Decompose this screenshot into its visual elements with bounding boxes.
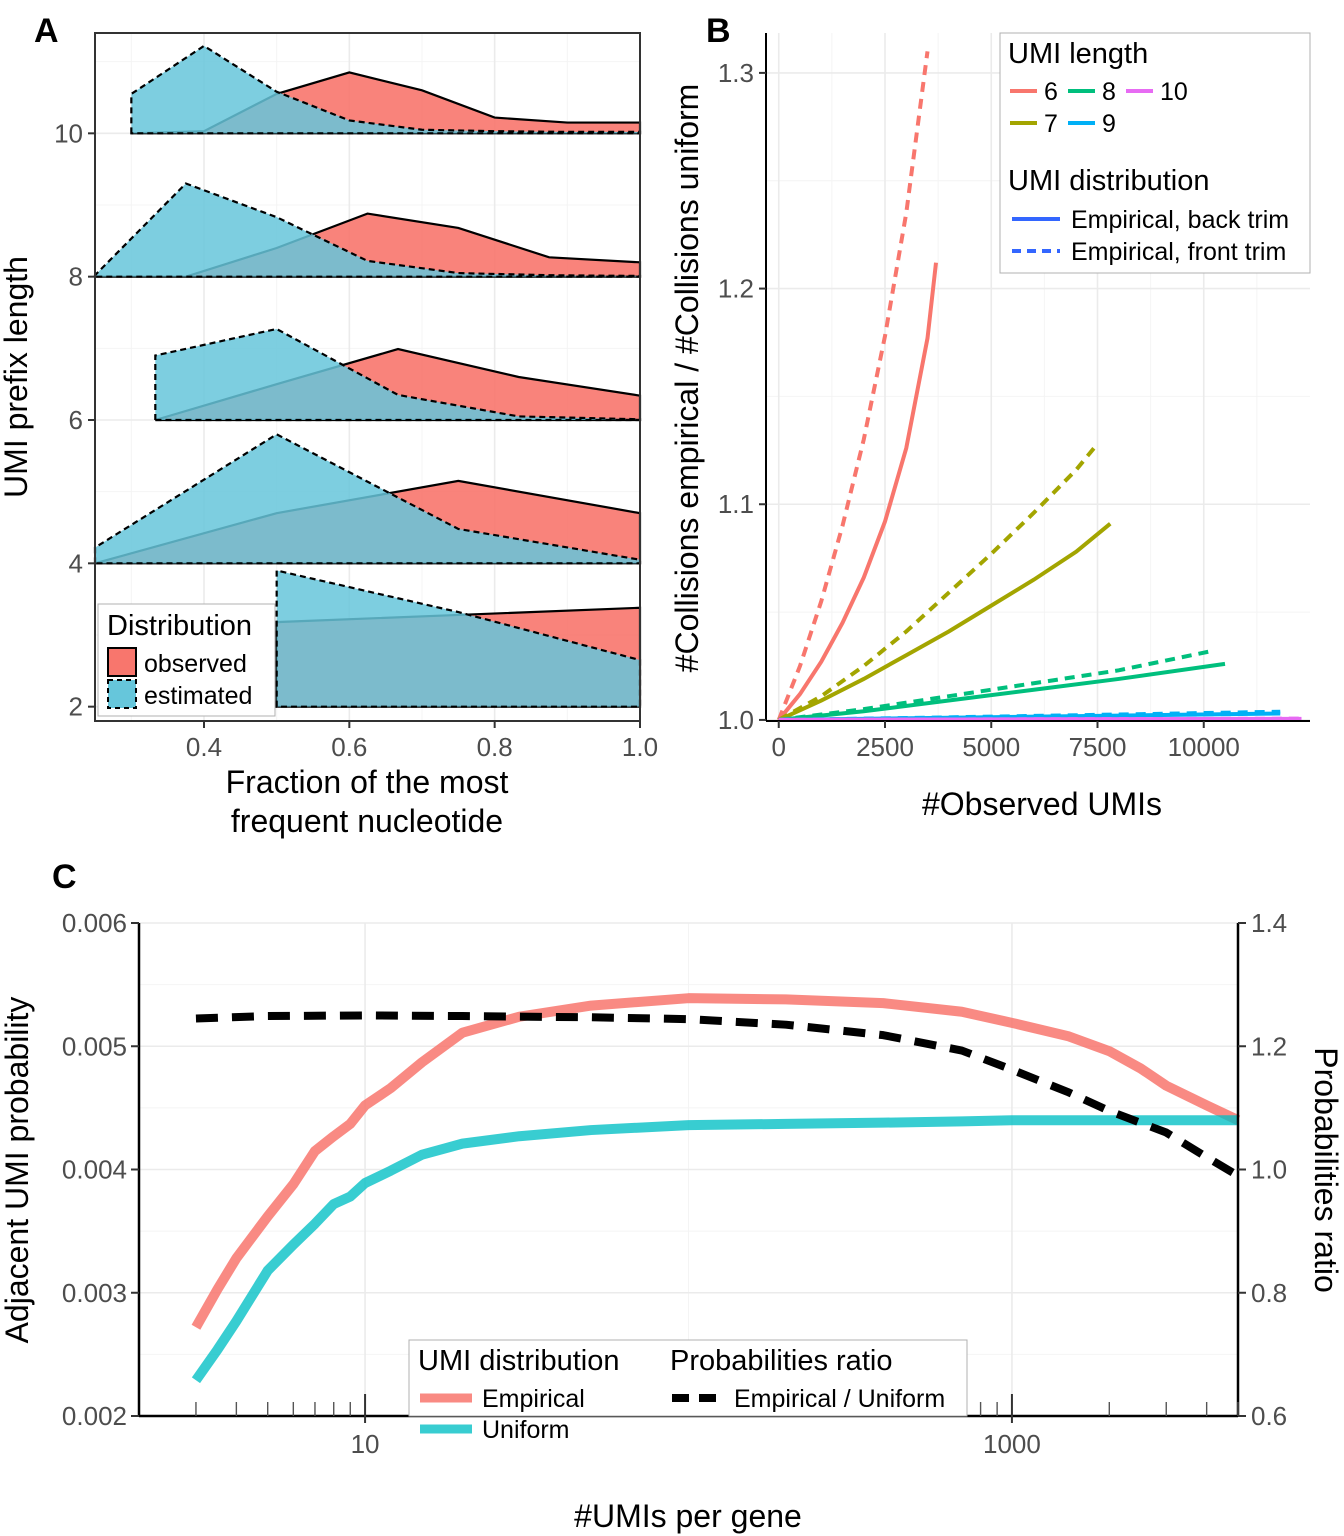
c-ytick-label: 0.005 <box>62 1031 127 1061</box>
legend-label-len9: 9 <box>1102 110 1116 138</box>
panel-a-ylabel: UMI prefix length <box>0 256 34 498</box>
panel-a: A 0.4 0.6 0.8 1.0 2 4 6 8 10 Fraction of the mos… <box>0 12 658 839</box>
panel-c-legend-box <box>408 1339 968 1417</box>
b-ytick-label: 1.3 <box>718 58 754 88</box>
panel-a-xlabel-line2: frequent nucleotide <box>231 803 503 839</box>
panel-c-legend-distribution-title: UMI distribution <box>418 1345 619 1377</box>
legend-label-len10: 10 <box>1160 78 1188 106</box>
b-ytick-label: 1.1 <box>718 489 754 519</box>
panel-b-legend-length-title: UMI length <box>1008 38 1148 70</box>
a-ytick-label: 10 <box>54 118 83 148</box>
b-ytick-label: 1.0 <box>718 705 754 735</box>
panel-c-legend: UMI distribution Empirical Uniform Proba… <box>408 1339 968 1444</box>
legend-label-observed: observed <box>144 650 247 678</box>
panel-c-ylabel: Adjacent UMI probability <box>0 997 35 1344</box>
legend-label-front-trim: Empirical, front trim <box>1071 238 1286 266</box>
a-ytick-label: 6 <box>69 405 83 435</box>
c-y2tick-label: 1.2 <box>1251 1031 1287 1061</box>
series-len7-back <box>777 522 1112 722</box>
series-len10-front <box>778 716 1302 722</box>
panel-a-border <box>94 32 641 722</box>
series-empirical-uniform <box>195 1011 1241 1180</box>
legend-label-back-trim: Empirical, back trim <box>1071 206 1289 234</box>
b-xtick-label: 2500 <box>856 732 914 762</box>
legend-key-estimated <box>107 679 137 709</box>
b-xtick-label: 10000 <box>1168 732 1240 762</box>
panel-a-xlabel-line1: Fraction of the most <box>226 764 509 800</box>
c-ytick-label: 0.004 <box>62 1155 127 1185</box>
panel-a-legend-title: Distribution <box>107 610 252 642</box>
c-xtick-label: 10 <box>351 1429 380 1459</box>
panel-b-legend-box <box>999 32 1311 274</box>
b-xtick-label: 0 <box>772 732 786 762</box>
panel-b-legend: UMI length 6 8 10 7 9 UMI distribution E… <box>999 32 1311 274</box>
b-ytick-label: 1.2 <box>718 274 754 304</box>
b-xtick-label: 7500 <box>1069 732 1127 762</box>
c-y2tick-label: 0.8 <box>1251 1278 1287 1308</box>
a-xtick-label: 1.0 <box>622 732 658 762</box>
legend-label-len7: 7 <box>1044 110 1058 138</box>
legend-label-estimated: estimated <box>144 682 252 710</box>
panel-c-y2label: Probabilities ratio <box>1308 1047 1344 1292</box>
series-len6-front <box>776 51 930 721</box>
c-y2tick-label: 0.6 <box>1251 1401 1287 1431</box>
c-ytick-label: 0.002 <box>62 1401 127 1431</box>
series-len6-back <box>777 262 938 722</box>
a-ytick-label: 8 <box>69 262 83 292</box>
legend-label-ratio: Empirical / Uniform <box>734 1385 945 1413</box>
panel-c-letter: C <box>52 858 77 896</box>
series-empirical <box>191 993 1241 1330</box>
legend-label-len6: 6 <box>1044 78 1058 106</box>
c-y2tick-label: 1.4 <box>1251 908 1287 938</box>
series-len8-front <box>778 648 1213 722</box>
panel-b: B 0 2500 5000 7500 10000 1.0 1.1 1.2 1.3 #Observ… <box>669 12 1311 822</box>
series-len7-front <box>777 442 1100 722</box>
legend-label-empirical: Empirical <box>482 1385 585 1413</box>
panel-c: C 10 1000 0.002 0.003 0.004 0.005 0.006 0.6 0.8 1… <box>0 858 1344 1534</box>
panel-c-legend-ratio-title: Probabilities ratio <box>670 1345 892 1377</box>
panel-b-legend-distribution-title: UMI distribution <box>1008 165 1209 197</box>
c-ytick-label: 0.006 <box>62 908 127 938</box>
panel-b-xlabel: #Observed UMIs <box>922 786 1162 822</box>
series-uniform <box>191 1115 1238 1384</box>
c-y2tick-label: 1.0 <box>1251 1155 1287 1185</box>
legend-label-len8: 8 <box>1102 78 1116 106</box>
panel-c-xlabel: #UMIs per gene <box>574 1498 802 1534</box>
a-xtick-label: 0.8 <box>477 732 513 762</box>
a-xtick-label: 0.6 <box>331 732 367 762</box>
a-ytick-label: 4 <box>69 548 83 578</box>
c-ytick-label: 0.003 <box>62 1278 127 1308</box>
legend-key-observed <box>107 647 137 677</box>
panel-b-ylabel: #Collisions empirical / #Collisions unif… <box>669 84 705 673</box>
panel-a-letter: A <box>34 12 59 50</box>
panel-a-legend: Distribution observed estimated <box>97 603 276 717</box>
a-xtick-label: 0.4 <box>186 732 222 762</box>
ridge-estimated-2 <box>275 569 642 708</box>
legend-label-uniform: Uniform <box>482 1416 570 1444</box>
panel-b-letter: B <box>706 12 731 50</box>
a-ytick-label: 2 <box>69 692 83 722</box>
b-xtick-label: 5000 <box>962 732 1020 762</box>
c-xtick-label: 1000 <box>983 1429 1041 1459</box>
